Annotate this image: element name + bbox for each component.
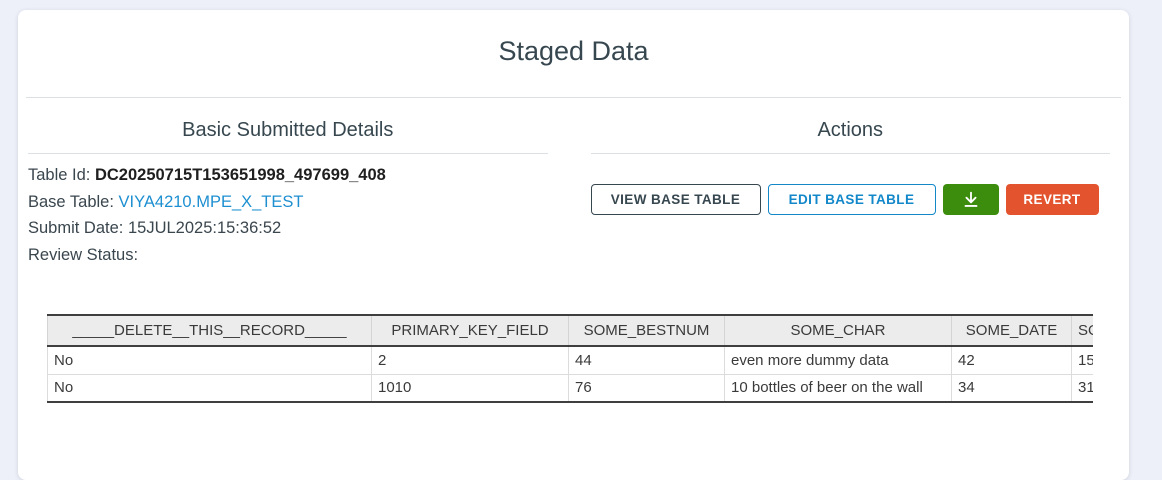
table-header: _____DELETE__THIS__RECORD_____ PRIMARY_KE… xyxy=(47,315,1093,347)
actions-heading: Actions xyxy=(817,119,884,141)
staged-data-card: Staged Data Basic Submitted Details Tabl… xyxy=(18,10,1129,480)
submit-date-label: Submit Date: xyxy=(28,219,124,237)
review-status-label: Review Status: xyxy=(28,245,139,264)
detail-base-table: Base Table: VIYA4210.MPE_X_TEST xyxy=(28,189,548,216)
page-title: Staged Data xyxy=(498,36,649,66)
column-header: SOME_DATE xyxy=(951,315,1072,347)
column-header: _____DELETE__THIS__RECORD_____ xyxy=(47,315,372,347)
base-table-link[interactable]: VIYA4210.MPE_X_TEST xyxy=(118,192,304,211)
edit-base-table-button[interactable]: EDIT BASE TABLE xyxy=(767,184,936,215)
table-cell: 10 bottles of beer on the wall xyxy=(724,373,952,403)
actions-section: Actions VIEW BASE TABLE EDIT BASE TABLE … xyxy=(590,116,1111,268)
basic-details-section: Basic Submitted Details Table Id: DC2025… xyxy=(28,116,548,268)
staged-records-table: _____DELETE__THIS__RECORD_____ PRIMARY_KE… xyxy=(47,314,1093,403)
detail-table-id: Table Id: DC20250715T153651998_497699_40… xyxy=(28,162,548,189)
content-columns: Basic Submitted Details Table Id: DC2025… xyxy=(18,98,1129,268)
detail-review-status: Review Status: xyxy=(28,242,548,269)
staged-records-table-wrap: _____DELETE__THIS__RECORD_____ PRIMARY_KE… xyxy=(47,314,1093,403)
table-cell: No xyxy=(47,373,372,403)
table-cell: 34 xyxy=(951,373,1072,403)
table-cell: even more dummy data xyxy=(724,345,952,375)
table-id-value: DC20250715T153651998_497699_408 xyxy=(94,166,386,184)
table-cell: 15 xyxy=(1071,345,1093,375)
submit-date-value: 15JUL2025:15:36:52 xyxy=(127,219,282,237)
title-divider xyxy=(26,97,1121,98)
revert-button[interactable]: REVERT xyxy=(1005,184,1099,215)
download-icon xyxy=(964,191,977,207)
detail-submit-date: Submit Date: 15JUL2025:15:36:52 xyxy=(28,215,548,242)
table-row: No 1010 76 10 bottles of beer on the wall 34… xyxy=(47,373,1093,403)
view-base-table-button[interactable]: VIEW BASE TABLE xyxy=(590,184,761,215)
basic-details-heading: Basic Submitted Details xyxy=(182,119,394,141)
actions-divider xyxy=(590,153,1110,154)
table-cell: 42 xyxy=(951,345,1072,375)
table-header-row: _____DELETE__THIS__RECORD_____ PRIMARY_KE… xyxy=(47,315,1093,347)
basic-details-divider xyxy=(28,153,548,154)
table-cell: 31 xyxy=(1071,373,1093,403)
table-cell: 76 xyxy=(568,373,725,403)
download-button[interactable] xyxy=(942,184,999,215)
actions-buttons-row: VIEW BASE TABLE EDIT BASE TABLE REVERT xyxy=(590,184,1111,215)
column-header: SOME_CHAR xyxy=(724,315,952,347)
base-table-label: Base Table: xyxy=(28,192,114,211)
column-header: PRIMARY_KEY_FIELD xyxy=(371,315,569,347)
table-id-label: Table Id: xyxy=(28,166,91,184)
table-cell: No xyxy=(47,345,372,375)
table-cell: 1010 xyxy=(371,373,569,403)
column-header: SO xyxy=(1071,315,1093,347)
table-cell: 44 xyxy=(568,345,725,375)
table-cell: 2 xyxy=(371,345,569,375)
column-header: SOME_BESTNUM xyxy=(568,315,725,347)
